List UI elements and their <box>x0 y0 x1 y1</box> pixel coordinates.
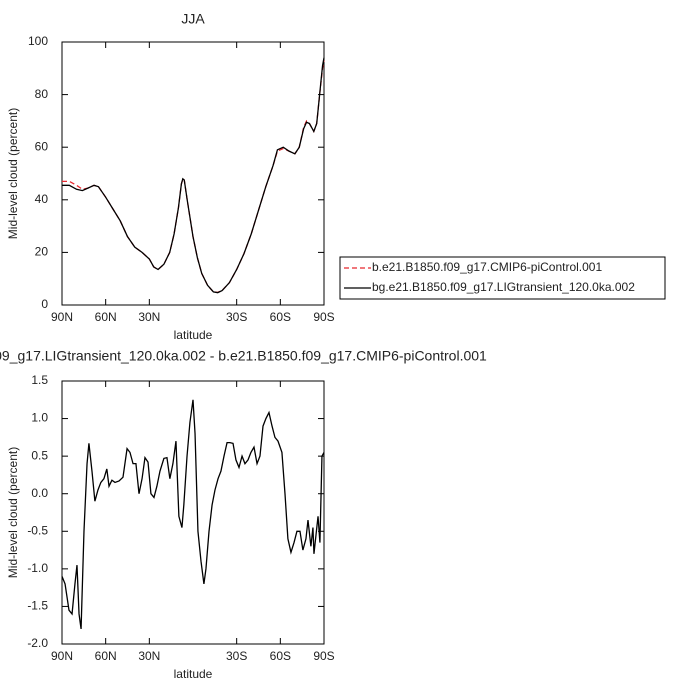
y-tick-label: 100 <box>28 34 48 48</box>
y-axis-label: Mid-level cloud (percent) <box>6 108 20 239</box>
legend-box <box>339 256 666 300</box>
x-tick-label: 60N <box>95 310 117 324</box>
x-tick-label: 90S <box>313 310 334 324</box>
x-tick-label: 60S <box>270 310 291 324</box>
y-tick-label: -1.0 <box>27 561 48 575</box>
y-tick-label: 60 <box>35 139 49 153</box>
x-axis-label: latitude <box>174 667 213 681</box>
chart-title: JJA <box>181 11 205 27</box>
y-tick-label: 40 <box>35 192 49 206</box>
y-tick-label: -1.5 <box>27 599 48 613</box>
difference-line <box>61 399 325 630</box>
x-tick-label: 90N <box>51 310 73 324</box>
y-tick-label: -0.5 <box>27 523 48 537</box>
y-axis-label: Mid-level cloud (percent) <box>6 447 20 578</box>
x-tick-label: 90S <box>313 649 334 663</box>
y-tick-label: 0.5 <box>31 448 48 462</box>
y-tick-label: 80 <box>35 87 49 101</box>
y-tick-label: 1.5 <box>31 373 48 387</box>
y-tick-label: 0 <box>41 297 48 311</box>
y-tick-label: 20 <box>35 245 49 259</box>
x-tick-label: 60N <box>95 649 117 663</box>
series-line <box>62 60 325 294</box>
x-tick-label: 60S <box>270 649 291 663</box>
x-tick-label: 90N <box>51 649 73 663</box>
x-tick-label: 30S <box>226 310 247 324</box>
x-tick-label: 30N <box>138 649 160 663</box>
x-tick-label: 30S <box>226 649 247 663</box>
y-tick-label: 0.0 <box>31 486 48 500</box>
x-axis-label: latitude <box>174 328 213 342</box>
y-tick-label: -2.0 <box>27 636 48 650</box>
series-line <box>62 57 325 294</box>
plot-frame <box>61 380 325 645</box>
legend-label: b.e21.B1850.f09_g17.CMIP6-piControl.001 <box>372 260 602 274</box>
legend-label: bg.e21.B1850.f09_g17.LIGtransient_120.0k… <box>372 280 635 294</box>
y-tick-label: 1.0 <box>31 411 48 425</box>
x-tick-label: 30N <box>138 310 160 324</box>
plot-frame <box>61 41 325 306</box>
chart-title: bg.e21.B1850.f09_g17.LIGtransient_120.0k… <box>0 348 487 364</box>
